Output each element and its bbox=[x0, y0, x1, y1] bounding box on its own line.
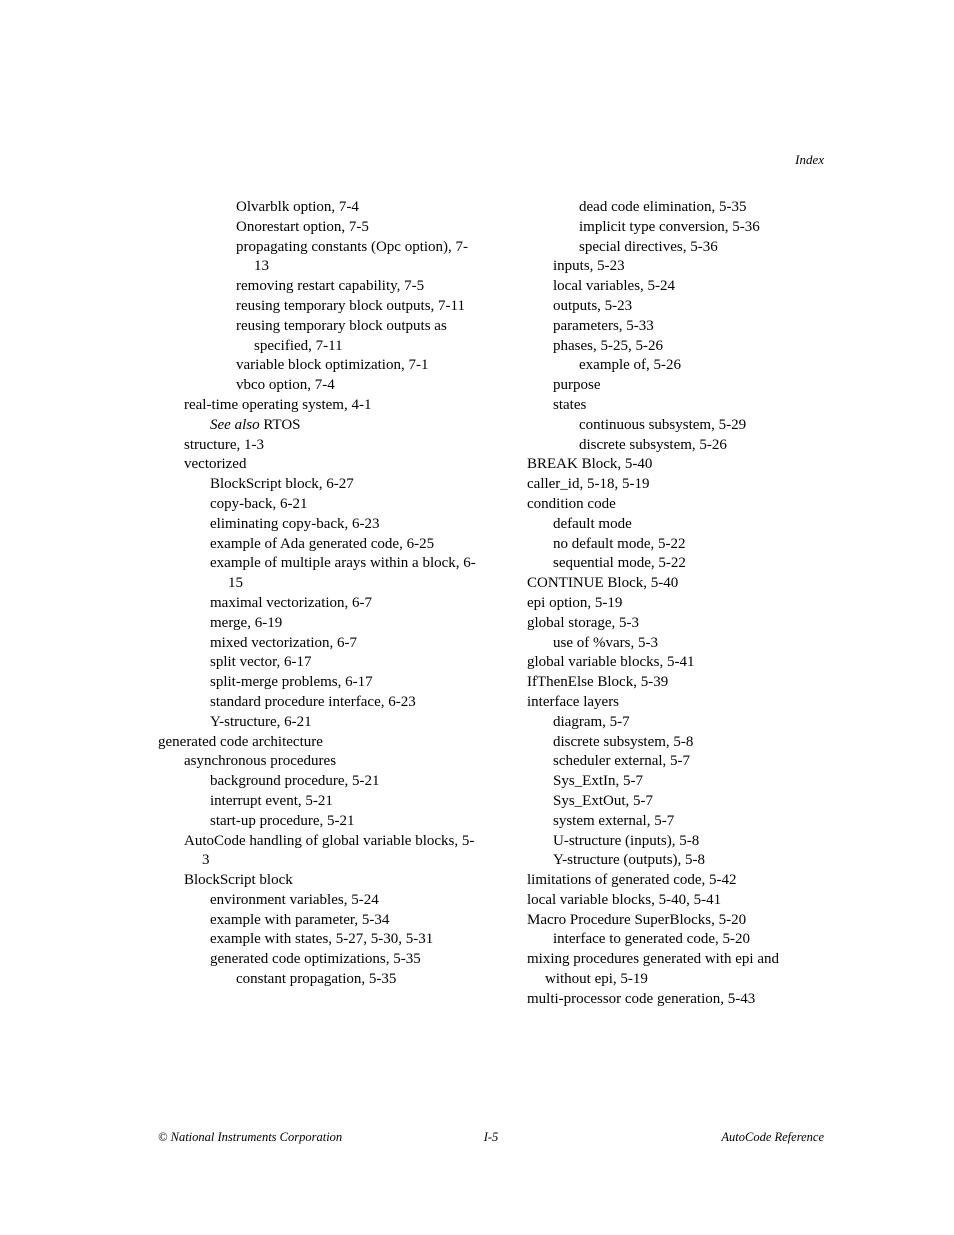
index-entry: constant propagation, 5-35 bbox=[236, 970, 481, 990]
index-column-right: dead code elimination, 5-35implicit type… bbox=[501, 198, 824, 1010]
index-entry: dead code elimination, 5-35 bbox=[579, 198, 824, 218]
index-entry: removing restart capability, 7-5 bbox=[236, 277, 481, 297]
index-entry: parameters, 5-33 bbox=[553, 317, 824, 337]
index-entry: default mode bbox=[553, 515, 824, 535]
index-entry: background procedure, 5-21 bbox=[210, 772, 481, 792]
index-entry: propagating constants (Opc option), 7-13 bbox=[236, 238, 481, 278]
index-entry: example of multiple arays within a block… bbox=[210, 554, 481, 594]
index-entry: Onorestart option, 7-5 bbox=[236, 218, 481, 238]
index-entry: interface layers bbox=[527, 693, 824, 713]
index-entry: reusing temporary block outputs, 7-11 bbox=[236, 297, 481, 317]
index-entry: vbco option, 7-4 bbox=[236, 376, 481, 396]
index-entry: See also RTOS bbox=[210, 416, 481, 436]
index-entry: mixed vectorization, 6-7 bbox=[210, 634, 481, 654]
index-entry: use of %vars, 5-3 bbox=[553, 634, 824, 654]
index-entry: BREAK Block, 5-40 bbox=[527, 455, 824, 475]
index-entry: Olvarblk option, 7-4 bbox=[236, 198, 481, 218]
index-entry: local variables, 5-24 bbox=[553, 277, 824, 297]
index-entry: interrupt event, 5-21 bbox=[210, 792, 481, 812]
index-entry: standard procedure interface, 6-23 bbox=[210, 693, 481, 713]
index-columns: Olvarblk option, 7-4Onorestart option, 7… bbox=[158, 198, 824, 1010]
index-entry: BlockScript block bbox=[184, 871, 481, 891]
index-entry: AutoCode handling of global variable blo… bbox=[184, 832, 481, 872]
index-entry: split-merge problems, 6-17 bbox=[210, 673, 481, 693]
footer-center: I-5 bbox=[158, 1130, 824, 1145]
index-entry: caller_id, 5-18, 5-19 bbox=[527, 475, 824, 495]
index-entry: global storage, 5-3 bbox=[527, 614, 824, 634]
index-entry: special directives, 5-36 bbox=[579, 238, 824, 258]
index-entry: Macro Procedure SuperBlocks, 5-20 bbox=[527, 911, 824, 931]
index-entry: example of, 5-26 bbox=[579, 356, 824, 376]
index-entry: U-structure (inputs), 5-8 bbox=[553, 832, 824, 852]
index-entry: purpose bbox=[553, 376, 824, 396]
index-column-left: Olvarblk option, 7-4Onorestart option, 7… bbox=[158, 198, 481, 1010]
index-entry: phases, 5-25, 5-26 bbox=[553, 337, 824, 357]
index-entry: eliminating copy-back, 6-23 bbox=[210, 515, 481, 535]
index-entry: implicit type conversion, 5-36 bbox=[579, 218, 824, 238]
index-entry: multi-processor code generation, 5-43 bbox=[527, 990, 824, 1010]
index-entry: global variable blocks, 5-41 bbox=[527, 653, 824, 673]
index-entry: BlockScript block, 6-27 bbox=[210, 475, 481, 495]
index-entry: example of Ada generated code, 6-25 bbox=[210, 535, 481, 555]
index-entry: environment variables, 5-24 bbox=[210, 891, 481, 911]
index-entry: real-time operating system, 4-1 bbox=[184, 396, 481, 416]
index-entry: states bbox=[553, 396, 824, 416]
index-entry: generated code optimizations, 5-35 bbox=[210, 950, 481, 970]
index-entry: mixing procedures generated with epi and… bbox=[527, 950, 824, 990]
index-entry: epi option, 5-19 bbox=[527, 594, 824, 614]
index-entry: discrete subsystem, 5-26 bbox=[579, 436, 824, 456]
page-footer: © National Instruments Corporation I-5 A… bbox=[158, 1130, 824, 1145]
index-entry: split vector, 6-17 bbox=[210, 653, 481, 673]
index-entry: example with states, 5-27, 5-30, 5-31 bbox=[210, 930, 481, 950]
index-entry: outputs, 5-23 bbox=[553, 297, 824, 317]
index-entry: interface to generated code, 5-20 bbox=[553, 930, 824, 950]
index-entry: asynchronous procedures bbox=[184, 752, 481, 772]
page: Index Olvarblk option, 7-4Onorestart opt… bbox=[0, 0, 954, 1235]
index-entry: no default mode, 5-22 bbox=[553, 535, 824, 555]
index-entry: Sys_ExtOut, 5-7 bbox=[553, 792, 824, 812]
index-entry: inputs, 5-23 bbox=[553, 257, 824, 277]
index-entry: condition code bbox=[527, 495, 824, 515]
index-entry: generated code architecture bbox=[158, 733, 481, 753]
index-entry: sequential mode, 5-22 bbox=[553, 554, 824, 574]
index-entry: merge, 6-19 bbox=[210, 614, 481, 634]
index-entry: CONTINUE Block, 5-40 bbox=[527, 574, 824, 594]
index-entry: IfThenElse Block, 5-39 bbox=[527, 673, 824, 693]
index-entry: system external, 5-7 bbox=[553, 812, 824, 832]
index-entry: maximal vectorization, 6-7 bbox=[210, 594, 481, 614]
index-entry: local variable blocks, 5-40, 5-41 bbox=[527, 891, 824, 911]
index-entry: diagram, 5-7 bbox=[553, 713, 824, 733]
index-entry: discrete subsystem, 5-8 bbox=[553, 733, 824, 753]
index-entry: scheduler external, 5-7 bbox=[553, 752, 824, 772]
page-header-label: Index bbox=[795, 152, 824, 168]
index-entry: reusing temporary block outputs as speci… bbox=[236, 317, 481, 357]
index-entry: start-up procedure, 5-21 bbox=[210, 812, 481, 832]
index-entry: Y-structure, 6-21 bbox=[210, 713, 481, 733]
index-entry: variable block optimization, 7-1 bbox=[236, 356, 481, 376]
index-entry: structure, 1-3 bbox=[184, 436, 481, 456]
index-entry: Y-structure (outputs), 5-8 bbox=[553, 851, 824, 871]
index-entry: limitations of generated code, 5-42 bbox=[527, 871, 824, 891]
index-entry: continuous subsystem, 5-29 bbox=[579, 416, 824, 436]
index-entry: example with parameter, 5-34 bbox=[210, 911, 481, 931]
index-entry: vectorized bbox=[184, 455, 481, 475]
index-entry: Sys_ExtIn, 5-7 bbox=[553, 772, 824, 792]
index-entry: copy-back, 6-21 bbox=[210, 495, 481, 515]
